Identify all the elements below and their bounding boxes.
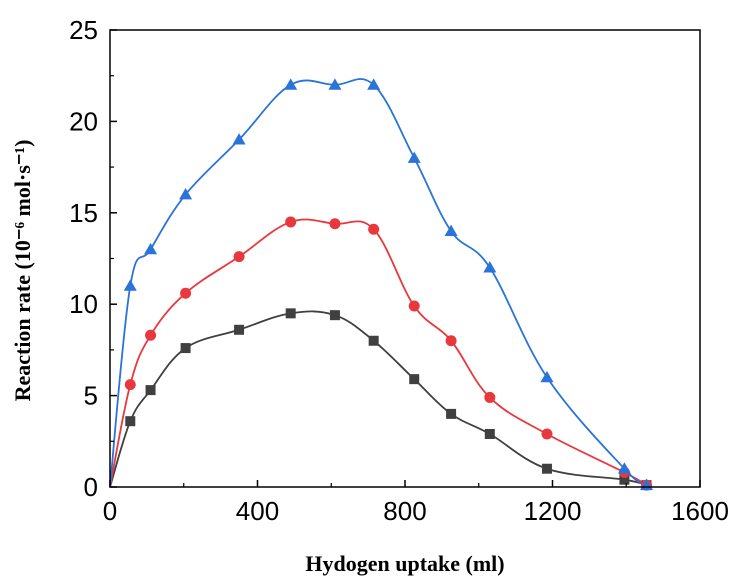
x-tick-label: 1600 [671, 496, 729, 526]
square-marker [541, 463, 552, 474]
square-marker [619, 474, 630, 485]
y-tick-label: 0 [84, 472, 98, 502]
x-axis-ticks: 0 400 800 1200 1600 [103, 480, 729, 526]
y-axis-title: Reaction rate (10⁻⁶ mol·s⁻¹) [10, 140, 35, 402]
triangle-marker [179, 188, 193, 200]
circle-marker [368, 223, 380, 235]
triangle-marker [328, 78, 342, 90]
series-3-curve [109, 78, 648, 488]
triangle-marker [144, 242, 158, 255]
square-marker [234, 324, 245, 335]
circle-marker [180, 287, 192, 299]
square-marker [180, 343, 191, 354]
fitted-curves [109, 78, 648, 488]
y-tick-label: 20 [69, 106, 98, 136]
y-tick-label: 25 [69, 15, 98, 45]
triangle-marker [483, 261, 497, 273]
circle-marker [285, 216, 297, 228]
triangle-marker [284, 78, 298, 90]
triangle-marker [407, 151, 421, 163]
triangle-marker [444, 224, 458, 236]
circle-marker [541, 428, 553, 440]
circle-marker [445, 335, 457, 347]
square-marker [145, 385, 156, 396]
y-tick-label: 15 [69, 198, 98, 228]
circle-marker [329, 218, 341, 230]
y-axis-ticks: 0 5 10 15 20 25 [69, 15, 117, 502]
series-2-curve [109, 218, 647, 488]
x-tick-label: 0 [103, 496, 117, 526]
triangle-marker [123, 279, 137, 291]
square-marker [446, 408, 457, 419]
square-marker [285, 308, 296, 319]
circle-marker [484, 391, 496, 403]
x-axis-title: Hydogen uptake (ml) [305, 551, 504, 576]
circle-marker [145, 329, 157, 341]
y-tick-label: 10 [69, 289, 98, 319]
square-marker [409, 374, 420, 385]
data-points [123, 78, 654, 491]
x-tick-label: 800 [383, 496, 426, 526]
triangle-marker [367, 78, 381, 90]
square-marker [329, 310, 340, 321]
y-tick-label: 5 [84, 381, 98, 411]
plot-frame [109, 29, 701, 488]
triangle-marker [540, 370, 554, 383]
triangle-marker [232, 133, 246, 145]
square-marker [368, 335, 379, 346]
circle-marker [233, 251, 245, 263]
circle-marker [408, 300, 420, 312]
square-marker [484, 428, 495, 439]
x-tick-label: 1200 [524, 496, 582, 526]
circle-marker [124, 379, 136, 391]
x-tick-label: 400 [236, 496, 279, 526]
square-marker [125, 416, 136, 427]
triangle-marker [617, 462, 631, 474]
